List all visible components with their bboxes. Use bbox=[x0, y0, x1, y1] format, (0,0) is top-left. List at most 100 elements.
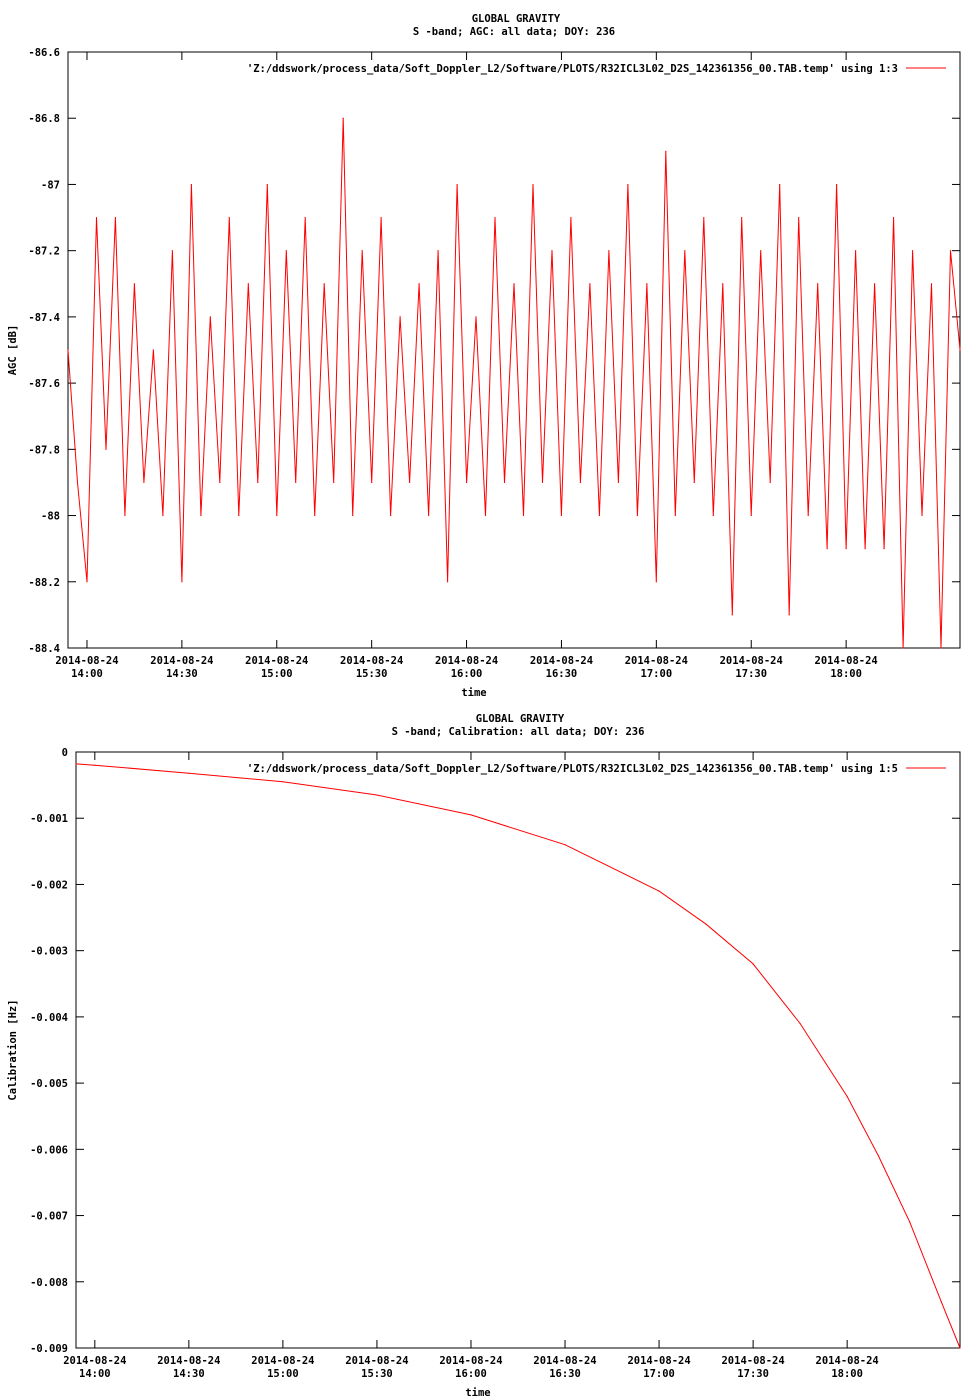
y-tick-label: -0.006 bbox=[30, 1144, 68, 1156]
data-point bbox=[902, 647, 904, 649]
chart-subtitle: S -band; AGC: all data; DOY: 236 bbox=[413, 26, 615, 38]
data-point bbox=[674, 514, 676, 517]
x-tick-time: 17:00 bbox=[641, 668, 673, 680]
data-point bbox=[608, 250, 610, 252]
x-tick-time: 15:00 bbox=[267, 1368, 299, 1380]
data-point bbox=[143, 481, 145, 484]
data-point bbox=[86, 581, 88, 583]
x-axis-label: time bbox=[465, 1387, 490, 1399]
y-tick-label: -88.2 bbox=[28, 577, 60, 589]
data-point bbox=[864, 548, 866, 550]
x-tick-time: 15:30 bbox=[356, 668, 388, 680]
data-point bbox=[949, 250, 952, 252]
y-tick-label: 0 bbox=[62, 747, 68, 759]
data-point bbox=[560, 514, 563, 517]
data-point bbox=[475, 316, 477, 318]
x-tick-date: 2014-08-24 bbox=[435, 655, 498, 667]
data-point bbox=[209, 316, 211, 318]
y-tick-label: -0.007 bbox=[30, 1211, 68, 1223]
data-point bbox=[133, 283, 136, 285]
data-point bbox=[551, 250, 553, 252]
data-point bbox=[456, 183, 458, 186]
data-point bbox=[67, 349, 69, 351]
data-point bbox=[285, 250, 287, 252]
data-point bbox=[333, 481, 335, 484]
data-point bbox=[712, 514, 714, 517]
data-point bbox=[693, 481, 695, 484]
x-tick-time: 18:00 bbox=[831, 1368, 863, 1380]
y-axis-label: AGC [dB] bbox=[7, 325, 19, 376]
data-point bbox=[152, 349, 155, 351]
x-tick-date: 2014-08-24 bbox=[816, 1355, 879, 1367]
data-point bbox=[295, 481, 297, 484]
x-tick-date: 2014-08-24 bbox=[150, 655, 213, 667]
x-tick-date: 2014-08-24 bbox=[815, 655, 878, 667]
x-tick-time: 16:30 bbox=[546, 668, 578, 680]
data-point bbox=[731, 614, 733, 616]
data-point bbox=[873, 283, 876, 285]
data-point bbox=[627, 183, 629, 186]
data-point bbox=[892, 216, 895, 219]
data-point bbox=[503, 481, 506, 484]
data-point bbox=[817, 283, 819, 285]
data-point bbox=[228, 216, 230, 219]
plot-frame bbox=[75, 751, 961, 1349]
data-point bbox=[446, 581, 449, 583]
x-tick-date: 2014-08-24 bbox=[340, 655, 403, 667]
data-point bbox=[522, 514, 525, 517]
data-point bbox=[94, 764, 96, 766]
data-point bbox=[323, 283, 325, 285]
data-point bbox=[769, 481, 771, 484]
x-tick-time: 14:30 bbox=[166, 668, 198, 680]
x-tick-time: 16:30 bbox=[549, 1368, 581, 1380]
y-tick-label: -0.004 bbox=[30, 1012, 68, 1024]
x-tick-date: 2014-08-24 bbox=[55, 655, 118, 667]
data-point bbox=[282, 781, 284, 783]
data-point bbox=[181, 581, 183, 583]
y-tick-label: -87.6 bbox=[28, 378, 60, 390]
data-point bbox=[484, 514, 487, 517]
data-point bbox=[352, 514, 354, 517]
data-point bbox=[200, 514, 202, 517]
data-point bbox=[845, 548, 847, 550]
data-point bbox=[911, 250, 914, 252]
y-tick-label: -0.008 bbox=[30, 1277, 68, 1289]
x-tick-time: 14:00 bbox=[79, 1368, 111, 1380]
chart-subtitle: S -band; Calibration: all data; DOY: 236 bbox=[392, 726, 645, 738]
data-point bbox=[114, 216, 117, 219]
x-tick-time: 14:00 bbox=[71, 668, 103, 680]
data-point bbox=[409, 481, 411, 484]
plot-frame bbox=[67, 51, 961, 649]
data-point bbox=[276, 514, 278, 517]
data-point bbox=[171, 250, 173, 252]
x-tick-date: 2014-08-24 bbox=[533, 1355, 596, 1367]
data-point bbox=[314, 514, 316, 517]
data-point bbox=[589, 283, 591, 285]
data-point bbox=[909, 1221, 911, 1223]
data-point bbox=[247, 283, 249, 285]
data-point bbox=[342, 117, 344, 119]
x-tick-date: 2014-08-24 bbox=[627, 1355, 690, 1367]
data-point bbox=[465, 481, 468, 484]
y-tick-label: -87.4 bbox=[28, 312, 60, 324]
data-point bbox=[855, 250, 857, 252]
data-point bbox=[752, 963, 754, 965]
series-line bbox=[67, 118, 961, 649]
data-point bbox=[617, 481, 619, 484]
x-tick-time: 17:30 bbox=[737, 1368, 769, 1380]
x-tick-time: 16:00 bbox=[455, 1368, 487, 1380]
data-point bbox=[959, 1347, 961, 1349]
data-point bbox=[646, 283, 648, 285]
data-point bbox=[807, 514, 809, 517]
data-point bbox=[665, 150, 667, 152]
data-point bbox=[75, 763, 77, 765]
data-point bbox=[570, 216, 572, 219]
data-point bbox=[219, 481, 221, 484]
x-tick-time: 17:30 bbox=[735, 668, 767, 680]
x-axis-label: time bbox=[461, 687, 486, 699]
data-point bbox=[266, 183, 268, 186]
data-point bbox=[788, 614, 790, 616]
x-tick-date: 2014-08-24 bbox=[720, 655, 783, 667]
